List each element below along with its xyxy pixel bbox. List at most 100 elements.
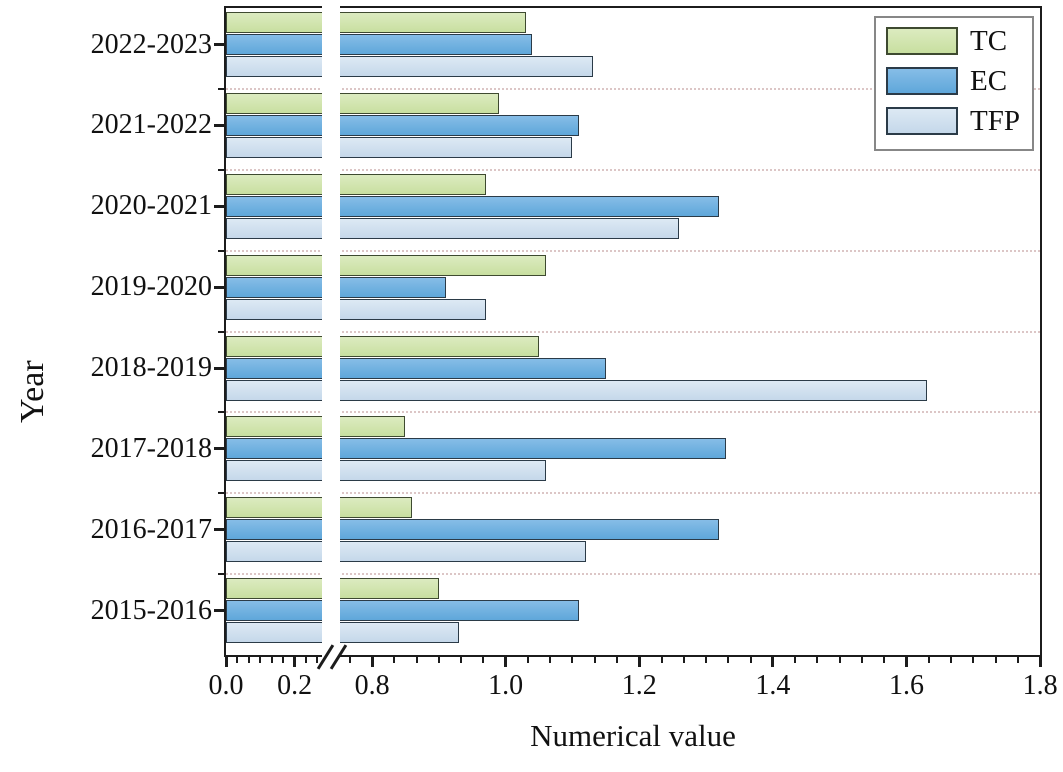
y-axis-category-label: 2015-2016 [90,594,212,626]
group-separator [226,168,1040,171]
x-axis-tick-label: 1.4 [755,670,791,701]
bar [226,136,573,158]
bar [226,600,580,622]
axis-break-band [322,6,340,657]
y-axis-tick [214,204,224,208]
x-axis-minor-tick [236,657,239,663]
x-axis-minor-tick [794,657,797,663]
legend-swatch [886,67,958,95]
x-axis-minor-tick [682,657,685,663]
x-axis-tick [293,657,297,667]
x-axis-minor-tick [615,657,618,663]
x-axis-minor-tick [460,657,463,663]
bar [226,195,720,217]
x-axis-minor-tick [816,657,819,663]
x-axis-tick-label: 1.0 [488,670,524,701]
y-axis-minor-tick [218,492,224,495]
x-axis-minor-tick [348,657,351,663]
y-axis-tick [214,528,224,532]
bar [226,217,680,239]
x-axis-tick [504,657,508,667]
group-separator [226,411,1040,414]
bar [226,379,927,401]
group-separator [226,573,1040,576]
bar [226,298,486,320]
x-axis-tick [370,657,374,667]
x-axis-minor-tick [860,657,863,663]
y-axis-category-label: 2018-2019 [90,352,212,383]
bar [226,335,540,357]
x-axis-tick [904,657,908,667]
y-axis-minor-tick [218,573,224,576]
y-axis-minor-tick [218,330,224,333]
x-axis-minor-tick [705,657,708,663]
legend-label: TC [970,25,1008,57]
x-axis-tick-label: 0.8 [354,670,390,701]
bar [226,541,586,563]
legend-swatch [886,27,958,55]
y-axis-minor-tick [218,87,224,90]
bar [226,519,720,541]
x-axis-minor-tick [660,657,663,663]
legend-swatch [886,107,958,135]
legend-label: TFP [970,105,1020,137]
bar [226,114,580,136]
y-axis-tick [214,366,224,370]
y-axis-category-label: 2022-2023 [90,28,212,60]
x-axis-tick-label: 0.0 [208,670,244,701]
x-axis-minor-tick [883,657,886,663]
y-axis-tick [214,609,224,613]
x-axis-tick [1038,657,1042,667]
bar [226,438,727,460]
y-axis-category-label: 2020-2021 [90,190,212,222]
x-axis-tick [771,657,775,667]
group-separator [226,249,1040,252]
x-axis-minor-tick [437,657,440,663]
y-axis-tick [214,43,224,46]
x-axis-minor-tick [972,657,975,663]
y-axis-minor-tick [218,168,224,171]
x-axis-minor-tick [415,657,418,663]
x-axis-tick [224,657,228,667]
x-axis-tick-label: 0.2 [277,670,313,701]
legend-label: EC [970,65,1008,97]
y-axis-minor-tick [218,411,224,414]
x-axis-minor-tick [282,657,285,663]
y-axis-tick [214,123,224,127]
x-axis-minor-tick [927,657,930,663]
bar [226,254,546,276]
bar [226,173,486,195]
x-axis-minor-tick [526,657,529,663]
bar [226,416,406,438]
x-axis-minor-tick [994,657,997,663]
x-axis-minor-tick [305,657,308,663]
x-axis-minor-tick [593,657,596,663]
x-axis-minor-tick [838,657,841,663]
x-axis-tick-label: 1.2 [621,670,657,701]
y-axis-tick [214,285,224,289]
y-axis-tick [214,447,224,451]
bar [226,460,546,482]
bar [226,92,499,114]
bar [226,12,526,33]
x-axis-minor-tick [482,657,485,663]
x-axis-minor-tick [316,657,319,663]
x-axis-minor-tick [749,657,752,663]
x-axis-minor-tick [727,657,730,663]
bar [226,34,533,55]
y-axis-category-label: 2019-2020 [90,271,212,303]
x-axis-minor-tick [549,657,552,663]
x-axis-minor-tick [1016,657,1019,663]
bar [226,622,459,644]
x-axis-minor-tick [259,657,262,663]
bar [226,497,413,519]
group-separator [226,330,1040,333]
x-axis-tick-label: 1.8 [1022,670,1058,701]
x-axis-minor-tick [949,657,952,663]
y-axis-title: Year [14,360,51,424]
x-axis-minor-tick [393,657,396,663]
x-axis-tick [637,657,641,667]
x-axis-tick-label: 1.6 [888,670,924,701]
y-axis-category-label: 2016-2017 [90,513,212,545]
